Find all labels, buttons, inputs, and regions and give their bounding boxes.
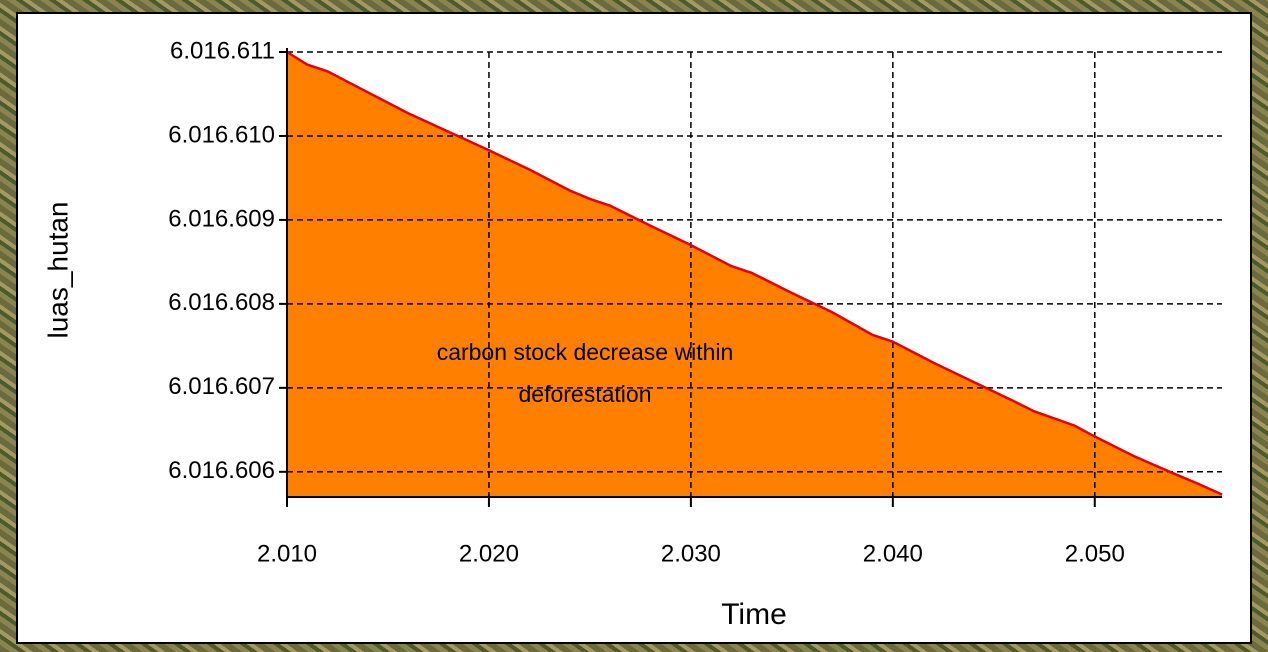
y-tick-label: 6.016.606 <box>168 457 275 484</box>
chart: luas_hutan Time 6.016.606 6.016.607 6.016.… <box>0 0 1268 652</box>
annotation: deforestation <box>519 381 652 407</box>
x-tick-label: 2.020 <box>459 540 519 567</box>
annotation: carbon stock decrease within <box>437 339 734 365</box>
x-tick-label: 2.010 <box>257 540 317 567</box>
y-tick-label: 6.016.607 <box>168 373 275 400</box>
y-tick-label: 6.016.610 <box>168 121 275 148</box>
y-tick-label: 6.016.609 <box>168 205 275 232</box>
x-tick-label: 2.030 <box>661 540 721 567</box>
y-tick-label: 6.016.608 <box>168 289 275 316</box>
x-tick-label: 2.040 <box>863 540 923 567</box>
x-axis-label: Time <box>721 598 787 631</box>
x-tick-label: 2.050 <box>1065 540 1125 567</box>
page: {"chart_data": {"type": "area", "x_label… <box>0 0 1268 652</box>
y-axis-label: luas_hutan <box>42 201 73 338</box>
y-tick-label: 6.016.611 <box>170 37 275 64</box>
